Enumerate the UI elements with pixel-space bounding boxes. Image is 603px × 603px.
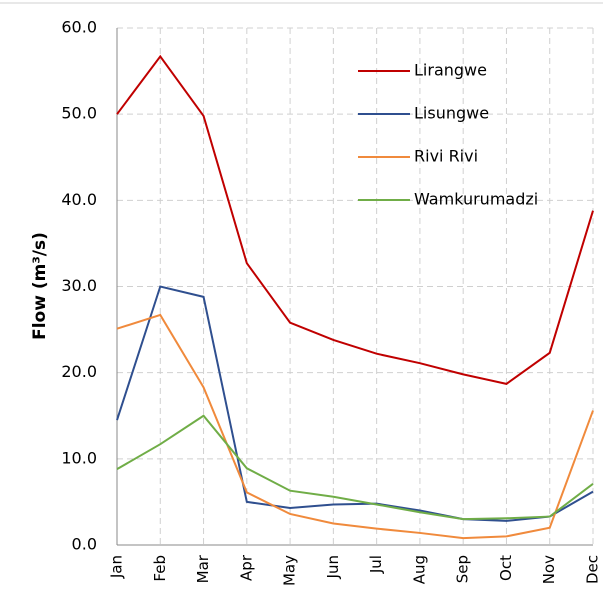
- y-tick-label: 50.0: [61, 104, 97, 123]
- series-line: [116, 313, 594, 540]
- x-tick-label: Mar: [194, 554, 212, 583]
- series-line: [116, 414, 594, 521]
- x-tick-label: Dec: [584, 555, 602, 584]
- y-tick-label: 40.0: [61, 190, 97, 209]
- x-tick-label: Oct: [497, 555, 515, 581]
- x-tick-label: Jun: [324, 555, 342, 579]
- y-tick-label: 20.0: [61, 362, 97, 381]
- y-tick-label: 0.0: [72, 535, 97, 554]
- y-tick-label: 30.0: [61, 276, 97, 295]
- x-tick-label: Feb: [151, 555, 169, 582]
- series-line: [116, 54, 594, 385]
- legend-label: Lirangwe: [414, 61, 487, 80]
- y-tick-label: 10.0: [61, 448, 97, 467]
- x-tick-label: Jan: [108, 555, 126, 579]
- x-tick-label: Sep: [454, 555, 472, 583]
- x-tick-label: Jul: [367, 555, 385, 574]
- x-tick-label: May: [281, 555, 299, 586]
- x-tick-label: Nov: [540, 555, 558, 584]
- legend-label: Lisungwe: [414, 104, 489, 123]
- x-tick-label: Aug: [410, 555, 428, 584]
- y-axis-label: Flow (m³/s): [30, 232, 50, 340]
- legend-label: Wamkurumadzi: [414, 190, 538, 209]
- y-tick-label: 60.0: [61, 18, 97, 37]
- legend-label: Rivi Rivi: [414, 147, 478, 166]
- series-line: [116, 285, 594, 522]
- x-tick-label: Apr: [237, 554, 255, 581]
